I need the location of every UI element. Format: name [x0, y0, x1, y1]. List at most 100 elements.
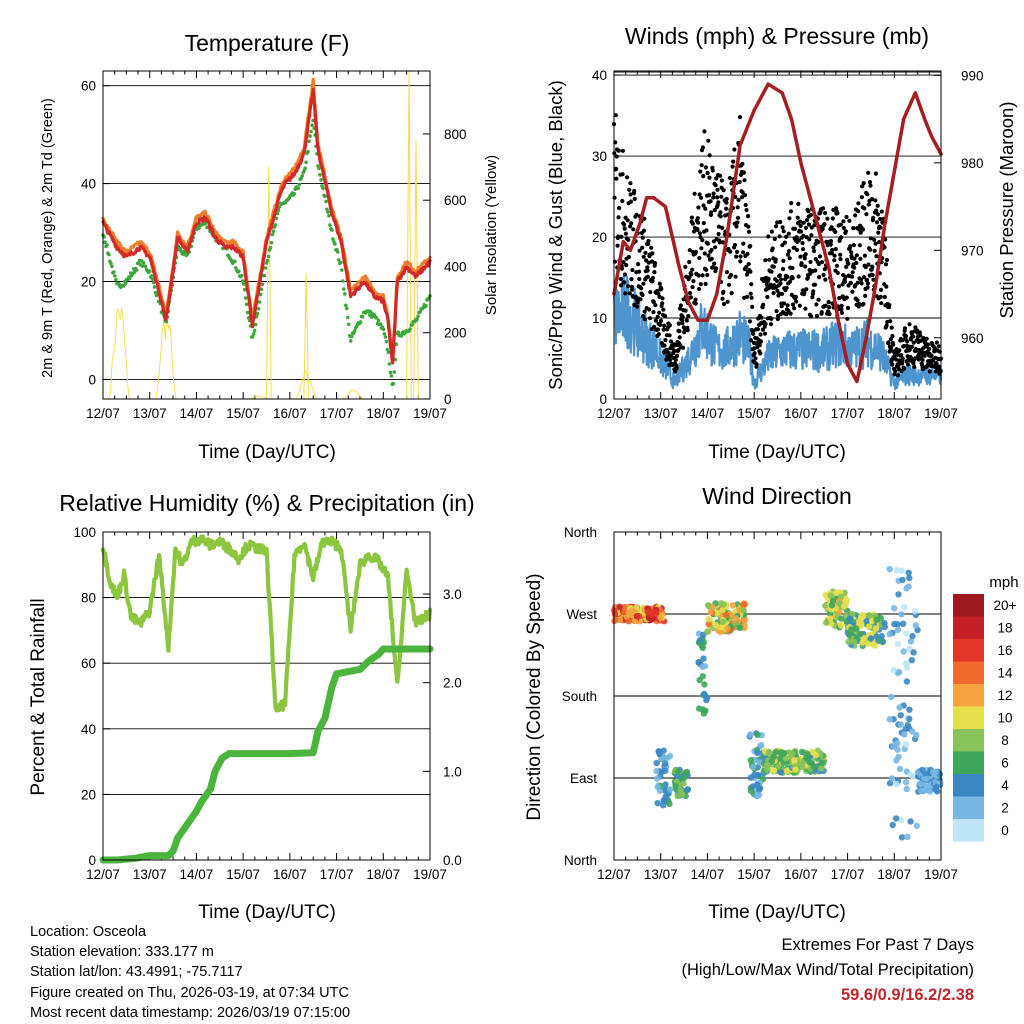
wind-gust-point: [870, 273, 875, 278]
direction-point: [740, 606, 747, 614]
direction-point: [918, 787, 925, 794]
wind-gust-point: [773, 257, 778, 262]
wind-gust-point: [911, 340, 916, 345]
wind-gust-point: [864, 212, 869, 217]
wind-gust-point: [859, 281, 864, 286]
direction-point: [635, 613, 643, 620]
wind-gust-point: [651, 310, 656, 315]
dewpoint-point: [244, 302, 249, 307]
direction-point: [696, 705, 703, 712]
humidity-ytick-label: 20: [81, 787, 96, 802]
direction-point: [777, 755, 784, 762]
wind-gust-point: [784, 234, 789, 239]
direction-point: [923, 775, 930, 783]
wind-gust-point: [866, 170, 871, 175]
direction-point: [724, 625, 731, 632]
wind-gust-point: [868, 247, 873, 252]
wind-gust-point: [775, 316, 780, 322]
dewpoint-point: [319, 178, 323, 182]
wind-gust-point: [716, 231, 721, 237]
wind-gust-point: [743, 202, 748, 208]
wind-gust-point: [642, 309, 647, 314]
direction-point: [894, 640, 902, 648]
wind-gust-point: [863, 293, 868, 298]
dewpoint-point: [250, 335, 255, 339]
wind-gust-point: [816, 240, 821, 245]
wind-gust-point: [873, 171, 879, 176]
winds-xlabel: Time (Day/UTC): [708, 442, 846, 463]
direction-point: [853, 625, 860, 632]
wind-gust-point: [813, 268, 818, 273]
wind-gust-point: [801, 247, 806, 252]
wind-gust-point: [825, 216, 830, 221]
humidity-y2tick-label: 2.0: [443, 676, 462, 691]
dewpoint-point: [399, 334, 404, 338]
direction-point: [893, 780, 900, 788]
wind-gust-point: [719, 178, 725, 183]
wind-gust-point: [803, 264, 808, 269]
wind-gust-point: [774, 278, 780, 283]
wind-gust-point: [768, 322, 774, 327]
wind-gust-point: [790, 265, 795, 271]
direction-point: [823, 619, 830, 626]
direction-point: [840, 603, 848, 610]
direction-xtick-label: 17/07: [831, 867, 865, 882]
winds-y2tick-label: 990: [961, 68, 984, 83]
direction-ytick-label: South: [562, 689, 597, 704]
direction-point: [888, 775, 895, 782]
direction-point: [681, 774, 688, 781]
wind-gust-point: [863, 265, 868, 270]
legend-swatch: [953, 796, 984, 819]
legend-label: 4: [1001, 778, 1009, 793]
wind-gust-point: [735, 215, 741, 220]
wind-gust-point: [692, 191, 697, 196]
winds-xtick-label: 17/07: [831, 406, 865, 421]
wind-gust-point: [889, 325, 894, 330]
direction-point: [836, 600, 843, 607]
direction-point: [851, 638, 858, 645]
wind-gust-point: [865, 281, 871, 286]
wind-gust-point: [936, 344, 942, 349]
direction-point: [753, 792, 761, 800]
wind-gust-point: [812, 248, 817, 254]
dewpoint-point: [292, 192, 297, 196]
direction-point: [798, 748, 806, 756]
wind-gust-point: [710, 168, 715, 173]
wind-gust-point: [787, 279, 793, 284]
wind-gust-point: [637, 248, 642, 253]
dewpoint-point: [415, 317, 419, 322]
dewpoint-point: [387, 362, 392, 366]
wind-gust-point: [763, 322, 768, 327]
solar-insolation-spike: [303, 272, 309, 400]
direction-point: [770, 753, 777, 761]
wind-gust-point: [653, 318, 659, 323]
temperature-y2tick-label: 200: [444, 326, 467, 341]
wind-gust-point: [705, 170, 710, 176]
temperature-xtick-label: 13/07: [133, 406, 167, 421]
wind-gust-point: [918, 333, 923, 338]
wind-gust-point: [642, 317, 648, 322]
wind-gust-point: [780, 225, 785, 230]
legend-label: 14: [997, 666, 1013, 681]
wind-gust-point: [844, 214, 849, 220]
wind-gust-point: [830, 216, 835, 221]
humidity-panel: Relative Humidity (%) & Precipitation (i…: [28, 490, 475, 923]
direction-point: [741, 624, 748, 631]
dewpoint-point: [147, 269, 152, 274]
wind-gust-point: [737, 179, 742, 185]
wind-gust-point: [619, 266, 625, 271]
wind-gust-point: [655, 327, 661, 332]
wind-gust-point: [796, 201, 801, 206]
dewpoint-point: [337, 258, 341, 262]
direction-point: [833, 589, 840, 596]
wind-gust-point: [632, 196, 637, 202]
wind-gust-point: [887, 303, 892, 308]
direction-point: [886, 780, 894, 787]
dewpoint-point: [242, 287, 247, 292]
wind-gust-point: [845, 316, 850, 321]
direction-point: [867, 635, 875, 642]
direction-point: [662, 760, 669, 767]
dewpoint-point: [243, 296, 248, 300]
wind-gust-point: [643, 250, 648, 255]
dewpoint-point: [300, 174, 305, 178]
